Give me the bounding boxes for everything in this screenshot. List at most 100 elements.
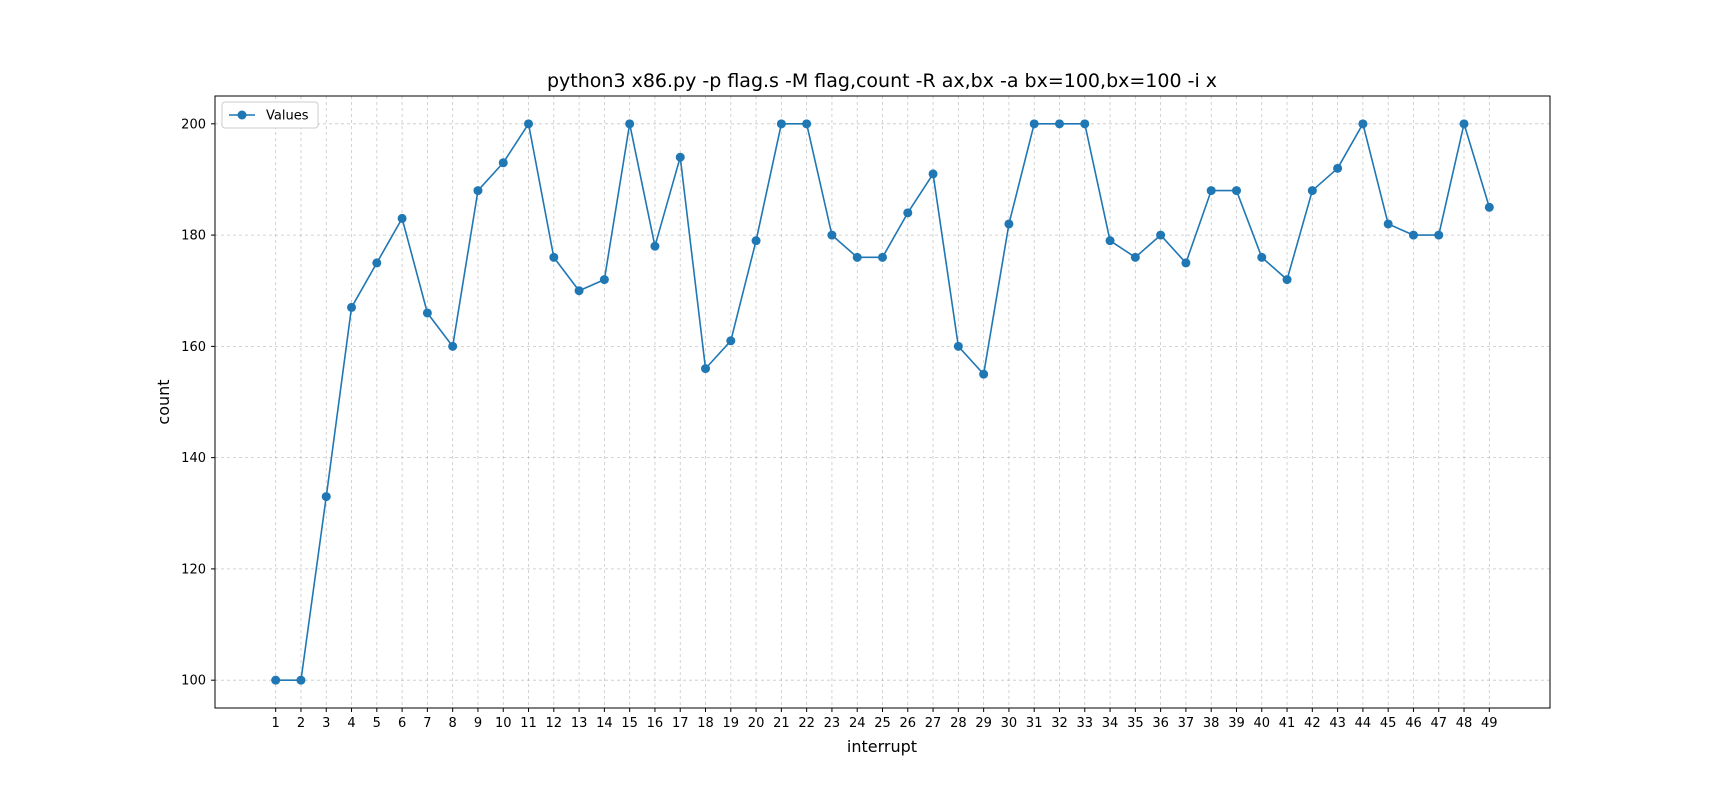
x-tick-label: 32 xyxy=(1051,716,1068,731)
x-tick-label: 4 xyxy=(347,716,355,731)
data-point xyxy=(979,369,989,379)
x-tick-label: 28 xyxy=(950,716,967,731)
x-tick-label: 41 xyxy=(1279,716,1296,731)
x-tick-label: 5 xyxy=(373,716,381,731)
x-tick-label: 27 xyxy=(925,716,942,731)
data-point xyxy=(928,169,938,179)
data-point xyxy=(1181,258,1191,268)
data-point xyxy=(1156,230,1166,240)
legend: Values xyxy=(221,101,319,129)
x-tick-label: 15 xyxy=(621,716,638,731)
y-tick-label: 120 xyxy=(181,562,206,577)
grid xyxy=(215,96,1550,708)
legend-label: Values xyxy=(266,109,309,124)
series-values xyxy=(271,119,1494,685)
data-point xyxy=(953,341,963,351)
x-tick-label: 24 xyxy=(849,716,866,731)
x-tick-label: 20 xyxy=(748,716,765,731)
legend-box xyxy=(221,101,319,129)
y-axis-label: count xyxy=(154,379,173,424)
data-point xyxy=(751,236,761,246)
x-tick-label: 23 xyxy=(824,716,841,731)
y-tick-label: 100 xyxy=(181,674,206,689)
data-point xyxy=(1206,186,1216,196)
x-tick-label: 42 xyxy=(1304,716,1321,731)
data-point xyxy=(1333,163,1343,173)
data-point xyxy=(549,252,559,262)
x-tick-label: 30 xyxy=(1001,716,1018,731)
data-point xyxy=(1484,202,1494,212)
data-point xyxy=(726,336,736,346)
data-point xyxy=(296,675,306,685)
x-tick-label: 37 xyxy=(1178,716,1195,731)
data-point xyxy=(701,364,711,374)
x-tick-label: 11 xyxy=(520,716,537,731)
x-tick-label: 3 xyxy=(322,716,330,731)
x-tick-label: 47 xyxy=(1430,716,1447,731)
x-tick-label: 14 xyxy=(596,716,613,731)
x-tick-label: 39 xyxy=(1228,716,1245,731)
data-point xyxy=(1130,252,1140,262)
x-tick-label: 25 xyxy=(874,716,891,731)
data-point xyxy=(878,252,887,262)
data-point xyxy=(650,241,660,251)
data-point xyxy=(574,286,584,296)
data-point xyxy=(473,186,483,196)
data-point xyxy=(321,492,331,502)
x-tick-label: 46 xyxy=(1405,716,1422,731)
x-axis: 1 2 3 4 5 6 7 8 9 10 11 12 13 14 15 16 17 18 19 20 21 22 23 24 2… xyxy=(272,708,1498,731)
x-tick-label: 49 xyxy=(1481,716,1498,731)
x-tick-label: 36 xyxy=(1152,716,1169,731)
x-tick-label: 16 xyxy=(647,716,664,731)
x-tick-label: 21 xyxy=(773,716,790,731)
data-point xyxy=(1383,219,1393,229)
data-point xyxy=(1029,119,1039,129)
data-point xyxy=(448,341,458,351)
data-point xyxy=(271,675,281,685)
x-tick-label: 9 xyxy=(474,716,482,731)
data-point xyxy=(347,302,357,312)
data-point xyxy=(903,208,913,218)
data-point xyxy=(625,119,635,129)
x-tick-label: 45 xyxy=(1380,716,1397,731)
data-point xyxy=(1307,186,1317,196)
data-point xyxy=(599,275,609,285)
x-tick-label: 6 xyxy=(398,716,406,731)
data-point xyxy=(852,252,862,262)
y-tick-label: 140 xyxy=(181,451,206,466)
x-tick-label: 34 xyxy=(1102,716,1119,731)
x-tick-label: 13 xyxy=(571,716,588,731)
data-point xyxy=(1358,119,1368,129)
x-tick-label: 44 xyxy=(1355,716,1372,731)
data-point xyxy=(827,230,837,240)
y-tick-label: 200 xyxy=(181,117,206,132)
y-tick-label: 160 xyxy=(181,340,206,355)
x-axis-label: interrupt xyxy=(847,737,917,756)
data-point xyxy=(422,308,432,318)
data-point xyxy=(524,119,534,129)
data-point xyxy=(1080,119,1090,129)
x-tick-label: 12 xyxy=(546,716,563,731)
data-point xyxy=(1459,119,1469,129)
x-tick-label: 35 xyxy=(1127,716,1144,731)
x-tick-label: 10 xyxy=(495,716,512,731)
data-point xyxy=(1434,230,1444,240)
x-tick-label: 7 xyxy=(423,716,431,731)
x-tick-label: 26 xyxy=(900,716,917,731)
data-point xyxy=(1408,230,1418,240)
x-tick-label: 43 xyxy=(1329,716,1346,731)
x-tick-label: 40 xyxy=(1253,716,1270,731)
x-tick-label: 22 xyxy=(798,716,815,731)
data-point xyxy=(498,158,508,168)
x-tick-label: 33 xyxy=(1076,716,1093,731)
x-tick-label: 1 xyxy=(272,716,280,731)
x-tick-label: 38 xyxy=(1203,716,1220,731)
x-tick-label: 8 xyxy=(449,716,457,731)
chart-title: python3 x86.py -p flag.s -M flag,count -… xyxy=(547,70,1217,92)
data-point xyxy=(802,119,812,129)
data-point xyxy=(1004,219,1014,229)
data-point xyxy=(397,213,407,223)
data-point xyxy=(1231,186,1241,196)
x-tick-label: 17 xyxy=(672,716,689,731)
